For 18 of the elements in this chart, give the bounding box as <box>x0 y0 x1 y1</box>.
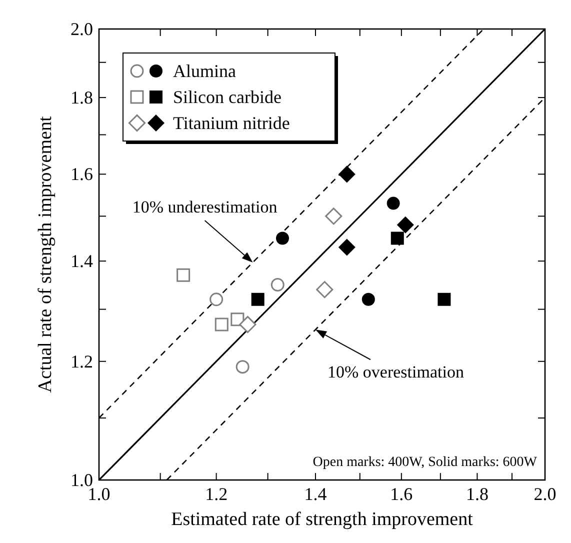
x-tick-label: 1.2 <box>205 484 228 504</box>
y-tick-label: 1.2 <box>70 351 93 372</box>
annotation: 10% overestimation <box>328 362 464 382</box>
y-tick-label: 1.6 <box>70 164 93 184</box>
legend-label: Alumina <box>173 61 236 81</box>
annotation: Open marks: 400W, Solid marks: 600W <box>312 455 538 470</box>
x-tick-label: 1.8 <box>466 484 488 504</box>
x-tick-label: 1.6 <box>390 484 413 504</box>
x-tick-label: 1.4 <box>304 484 327 504</box>
y-tick-label: 1.8 <box>70 88 93 108</box>
y-tick-label: 2.0 <box>70 19 93 39</box>
legend-label: Silicon carbide <box>173 87 282 107</box>
y-axis-title: Actual rate of strength improvement <box>35 116 56 393</box>
x-axis-title: Estimated rate of strength improvement <box>171 509 474 530</box>
x-tick-label: 2.0 <box>534 484 556 504</box>
annotation: 10% underestimation <box>132 197 278 216</box>
legend-label: Titanium nitride <box>173 113 290 133</box>
y-tick-label: 1.4 <box>70 251 93 272</box>
